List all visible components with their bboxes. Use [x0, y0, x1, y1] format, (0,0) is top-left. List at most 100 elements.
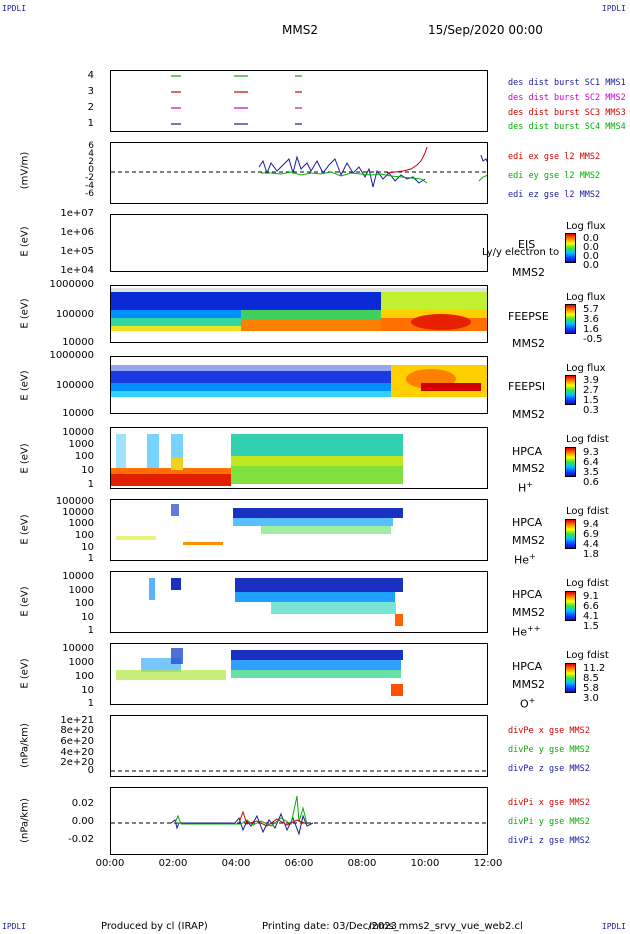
- colorbar-value: 0.0: [583, 251, 599, 262]
- spectrogram-band: [111, 326, 241, 331]
- spectrogram-band: [111, 292, 381, 310]
- colorbar-value: 11.2: [583, 663, 606, 674]
- burst-plot: [171, 75, 302, 125]
- footer-file: mms_mms2_srvy_vue_web2.cl: [369, 921, 523, 932]
- tick-label: 10000: [62, 507, 94, 518]
- feepsi-panel: [110, 356, 488, 414]
- plot-date: 15/Sep/2020 00:00: [428, 23, 543, 37]
- x-tick-label: 12:00: [473, 858, 503, 869]
- colorbar: [565, 519, 576, 549]
- ion-charge: +: [528, 696, 536, 705]
- colorbar-value: 9.3: [583, 447, 599, 458]
- spectrogram-band: [241, 320, 381, 331]
- spectrogram-band: [381, 292, 487, 310]
- colorbar: [565, 663, 576, 693]
- tick-label: 10: [81, 542, 94, 553]
- spectrogram-band: [111, 318, 241, 326]
- tick-label: 100: [74, 530, 94, 541]
- spectrogram-band: [171, 458, 183, 470]
- divpi-z-series: [170, 812, 314, 836]
- ion-label: He++: [512, 624, 540, 639]
- ion-charge: +: [529, 552, 536, 561]
- tick-label: 0: [87, 765, 94, 776]
- tick-label: -6: [85, 189, 94, 199]
- spectrogram-band: [171, 648, 183, 664]
- colorbar-value: 6.4: [583, 457, 599, 468]
- instrument-sublabel: Ly/y electron to: [482, 247, 560, 258]
- tick-label: -0.02: [68, 834, 94, 845]
- legend-entry: divPe z gse MMS2: [508, 764, 590, 774]
- legend-entry: divPe x gse MMS2: [508, 726, 590, 736]
- colorbar-title: Log fdist: [566, 650, 609, 661]
- colorbar-title: Log flux: [566, 292, 606, 303]
- edi-ez-series: [258, 155, 426, 188]
- spectrogram-band: [235, 578, 403, 592]
- tick-label: 10: [81, 685, 94, 696]
- colorbar-value: 0.0: [583, 242, 599, 253]
- tick-label: 1: [87, 625, 94, 636]
- ion-label: He+: [514, 552, 536, 567]
- spectrogram-band: [111, 288, 487, 292]
- ion-charge: +: [526, 480, 533, 489]
- legend-entry: des dist burst SC4 MMS4: [508, 122, 626, 132]
- colorbar-value: 9.4: [583, 519, 599, 530]
- spectrogram-band: [231, 670, 401, 678]
- colorbar-value: 2.7: [583, 385, 599, 396]
- ion-label: O+: [520, 696, 535, 711]
- tick-label: 8e+20: [60, 725, 94, 736]
- spectrogram-band: [111, 474, 231, 486]
- x-tick-label: 10:00: [410, 858, 440, 869]
- footer-produced: Produced by cl (IRAP): [101, 921, 208, 932]
- tick-label: 4: [87, 70, 94, 81]
- colorbar-value: 1.5: [583, 621, 599, 632]
- instrument-label: MMS2: [512, 408, 545, 421]
- feepsi-spectrogram: [111, 365, 487, 397]
- colorbar-value: 0.0: [583, 260, 599, 271]
- instrument-label: MMS2: [512, 337, 545, 350]
- hpca-he-spectrogram: [116, 504, 403, 545]
- corner-label: IPDLI: [601, 922, 626, 931]
- tick-label: 100: [74, 598, 94, 609]
- colorbar: [565, 375, 576, 405]
- spectrogram-band: [183, 542, 223, 545]
- divpi-x-series: [238, 810, 308, 827]
- tick-label: 1000: [68, 439, 94, 450]
- tick-label: 10000: [62, 408, 94, 419]
- tick-label: 1: [87, 553, 94, 564]
- instrument-label: MMS2: [512, 266, 545, 279]
- tick-label: 3: [87, 86, 94, 97]
- spectrogram-band: [171, 504, 179, 516]
- spectrogram-band: [233, 518, 393, 526]
- spectrogram-band: [231, 434, 403, 456]
- edi-ey-series: [261, 171, 428, 184]
- spectrogram-band: [241, 310, 381, 320]
- colorbar-title: Log flux: [566, 363, 606, 374]
- hpca-h-spectrogram: [111, 434, 403, 486]
- legend-entry: des dist burst SC3 MMS3: [508, 108, 626, 118]
- hpca-hepp-panel: [110, 571, 488, 633]
- tick-label: 1000: [68, 657, 94, 668]
- colorbar: [565, 447, 576, 477]
- tick-label: 0: [88, 165, 94, 175]
- ion-label: H+: [518, 480, 533, 495]
- spectrogram-band: [116, 536, 156, 540]
- tick-label: 1e+21: [60, 715, 94, 726]
- colorbar-title: Log fdist: [566, 506, 609, 517]
- tick-label: 1: [87, 479, 94, 490]
- colorbar-value: -0.5: [583, 334, 603, 345]
- instrument-label: HPCA: [512, 588, 543, 601]
- legend-entry: edi ez gse l2 MMS2: [508, 190, 601, 200]
- instrument-label: HPCA: [512, 445, 543, 458]
- colorbar: [565, 233, 576, 263]
- colorbar-value: 1.5: [583, 395, 599, 406]
- legend-entry: des dist burst SC2 MMS2: [508, 93, 626, 103]
- spectrogram-band: [231, 660, 401, 670]
- colorbar-value: 6.6: [583, 601, 599, 612]
- legend-entry: edi ey gse l2 MMS2: [508, 171, 601, 181]
- edi-ey-series: [478, 174, 487, 182]
- instrument-label: HPCA: [512, 660, 543, 673]
- colorbar-value: 3.0: [583, 693, 599, 704]
- hpca-hepp-spectrogram: [149, 578, 403, 626]
- colorbar: [565, 304, 576, 334]
- divpi-panel: [110, 787, 488, 855]
